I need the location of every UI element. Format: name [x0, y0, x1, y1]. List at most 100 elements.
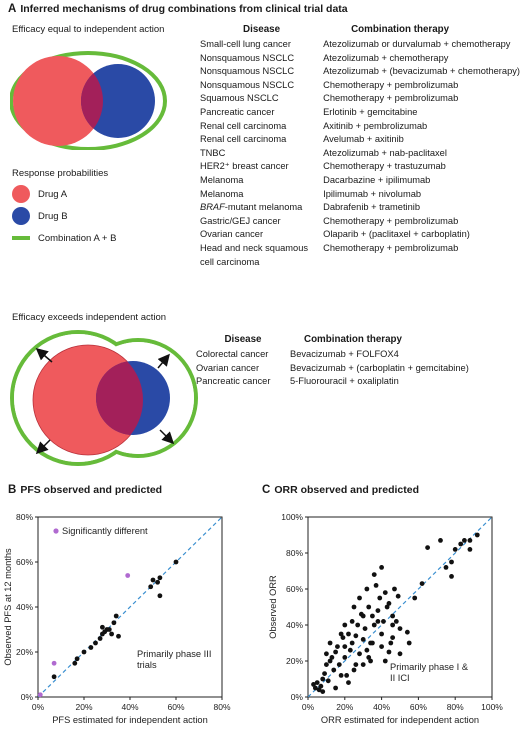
data-point — [327, 640, 333, 646]
x-axis-label: PFS estimated for independent action — [52, 715, 208, 725]
data-point — [467, 547, 473, 552]
legend-combo-label: Combination A + B — [38, 232, 117, 244]
chart-annotation: trials — [137, 660, 157, 670]
table-row: HER2⁺ breast cancer Chemotherapy + trastu… — [200, 161, 520, 175]
disease-text: HER2⁺ breast cancer — [200, 161, 289, 172]
data-point — [412, 595, 418, 601]
expand-arrow-topleft — [35, 348, 53, 363]
therapy-cell: Chemotherapy + pembrolizumab — [323, 93, 459, 104]
col-therapy-header: Combination therapy — [351, 24, 450, 35]
data-point — [384, 604, 390, 610]
data-point — [97, 636, 103, 641]
therapy-cell: Axitinib + pembrolizumab — [323, 120, 428, 131]
data-point — [375, 608, 381, 613]
data-point — [113, 613, 119, 619]
data-point — [390, 622, 396, 628]
therapy-cell: Olaparib + (paclitaxel + carboplatin) — [323, 229, 470, 240]
legend-drug-b-label: Drug B — [38, 210, 68, 222]
x-tick-label: 20% — [336, 702, 353, 712]
disease-text: Small-cell lung cancer — [200, 39, 291, 49]
disease-cell: Pancreatic cancer — [196, 376, 290, 390]
data-point — [327, 658, 333, 664]
disease-cell: Renal cell carcinoma — [200, 121, 323, 135]
disease-text: Nonsquamous NSCLC — [200, 52, 295, 63]
therapy-cell: Ipilimumab + nivolumab — [323, 188, 422, 199]
disease-text: Head and neck squamous — [200, 242, 309, 253]
data-point — [51, 660, 57, 666]
data-point — [353, 633, 359, 639]
disease-text: -mutant melanoma — [224, 202, 303, 213]
data-point — [333, 649, 338, 655]
table-row: Nonsquamous NSCLC Chemotherapy + pembroli… — [200, 80, 520, 94]
data-point — [324, 651, 329, 657]
table-row: Pancreatic cancer Erlotinib + gemcitabine — [200, 107, 520, 121]
data-point — [312, 685, 318, 691]
data-point — [393, 619, 399, 624]
data-point — [148, 584, 154, 590]
y-axis-label: Observed PFS at 12 months — [3, 548, 13, 666]
plot-frame — [307, 516, 493, 698]
data-point — [386, 649, 392, 655]
table-row: Nonsquamous NSCLC Atezolizumab + (bevaciz… — [200, 66, 520, 80]
disease-cell: Melanoma — [200, 175, 323, 189]
panel-b-title-text: PFS observed and predicted — [20, 484, 163, 496]
data-point — [366, 655, 372, 660]
x-tick-label: 40% — [373, 702, 390, 712]
data-point — [347, 647, 353, 653]
therapy-cell: Atezolizumab + (bevacizumab + chemothera… — [323, 66, 520, 77]
therapy-cell: Bevacizumab + (carboplatin + gemcitabine… — [290, 362, 469, 373]
identity-line — [307, 516, 493, 698]
data-point — [371, 622, 377, 628]
drug-b-swatch — [12, 207, 30, 225]
table-row: Head and neck squamous Chemotherapy + pem… — [200, 243, 520, 257]
data-point — [335, 644, 340, 649]
disease-cell: Renal cell carcinoma — [200, 134, 323, 148]
data-point — [382, 658, 388, 664]
therapy-cell: Chemotherapy + pembrolizumab — [323, 242, 459, 253]
x-tick-label: 60% — [167, 702, 184, 712]
disease-text: Gastric/GEJ cancer — [200, 215, 281, 226]
chart-annotation: Primarily phase III — [137, 649, 211, 659]
data-point — [331, 667, 337, 673]
disease-cell: BRAF-mutant melanoma — [200, 202, 323, 216]
table-row: Colorectal cancer Bevacizumab + FOLFOX4 — [196, 349, 469, 363]
response-legend: Response probabilities Drug A Drug B Com… — [12, 168, 116, 249]
x-tick-label: 20% — [75, 702, 92, 712]
section1-subtitle: Efficacy equal to independent action — [12, 24, 165, 35]
drug-a-swatch — [12, 185, 30, 203]
panel-a-title-text: Inferred mechanisms of drug combinations… — [20, 3, 348, 15]
panel-c-letter: C — [262, 484, 271, 496]
data-point — [51, 674, 57, 680]
data-point — [425, 545, 430, 550]
data-point — [397, 626, 403, 631]
data-point — [342, 622, 348, 628]
expand-arrow-bottomleft — [35, 439, 51, 455]
expand-arrow-topright — [157, 353, 170, 369]
table-row: cell carcinoma — [200, 257, 520, 271]
table-row: TNBC Atezolizumab + nab-paclitaxel — [200, 148, 520, 162]
disease-cell: Squamous NSCLC — [200, 93, 323, 107]
disease-text: Ovarian cancer — [200, 229, 264, 240]
drug-a-circle — [13, 56, 103, 146]
data-point — [458, 541, 464, 547]
y-tick-label: 80% — [286, 548, 303, 558]
y-tick-label: 100% — [281, 512, 303, 522]
panel-a-letter: A — [8, 3, 17, 15]
data-point — [150, 577, 156, 583]
legend-combo: Combination A + B — [12, 227, 116, 249]
data-point — [379, 565, 384, 570]
disease-cell: Nonsquamous NSCLC — [200, 66, 323, 80]
data-point — [419, 581, 425, 586]
therapy-cell: Dabrafenib + trametinib — [323, 202, 421, 213]
data-point — [314, 680, 320, 685]
data-point — [449, 574, 454, 579]
disease-cell: Ovarian cancer — [196, 363, 290, 377]
data-point — [338, 631, 344, 637]
data-point — [155, 579, 161, 585]
disease-text: Nonsquamous NSCLC — [200, 79, 295, 90]
disease-cell: Small-cell lung cancer — [200, 39, 323, 53]
col-therapy-header-2: Combination therapy — [304, 334, 402, 345]
data-point — [364, 586, 370, 592]
data-point — [72, 660, 78, 666]
data-point — [360, 637, 366, 642]
